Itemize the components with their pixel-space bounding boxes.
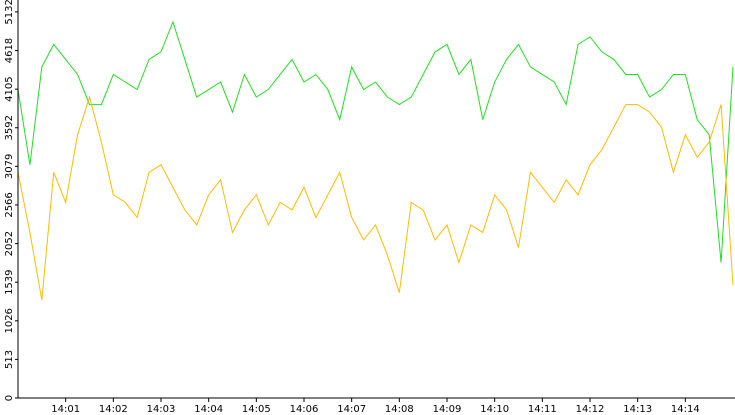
x-tick-label: 14:02 bbox=[99, 404, 128, 415]
y-tick-label: 2566 bbox=[4, 192, 15, 217]
x-tick-label: 14:12 bbox=[576, 404, 605, 415]
y-tick-label: 3079 bbox=[4, 154, 15, 179]
x-tick-label: 14:08 bbox=[385, 404, 414, 415]
series-line bbox=[17, 20, 734, 263]
y-tick-label: 1026 bbox=[4, 308, 15, 333]
y-tick-label: 2052 bbox=[4, 231, 15, 256]
x-tick-label: 14:05 bbox=[242, 404, 271, 415]
x-tick-label: 14:14 bbox=[671, 404, 700, 415]
y-tick-label: 1539 bbox=[4, 269, 15, 294]
x-tick-label: 14:09 bbox=[433, 404, 462, 415]
x-tick-label: 14:10 bbox=[480, 404, 509, 415]
y-tick-label: 4618 bbox=[4, 38, 15, 63]
y-tick-label: 4105 bbox=[4, 76, 15, 101]
series-line bbox=[17, 95, 734, 301]
y-tick-label: 0 bbox=[4, 395, 15, 401]
y-tick-label: 3592 bbox=[4, 115, 15, 140]
x-tick-label: 14:13 bbox=[623, 404, 652, 415]
y-tick-label: 5132 bbox=[4, 0, 15, 25]
x-tick-label: 14:03 bbox=[147, 404, 176, 415]
y-tick-label: 513 bbox=[4, 350, 15, 369]
x-tick-label: 14:07 bbox=[337, 404, 366, 415]
x-tick-label: 14:11 bbox=[528, 404, 557, 415]
x-tick-label: 14:04 bbox=[194, 404, 223, 415]
x-tick-label: 14:06 bbox=[290, 404, 319, 415]
x-tick-label: 14:01 bbox=[51, 404, 80, 415]
